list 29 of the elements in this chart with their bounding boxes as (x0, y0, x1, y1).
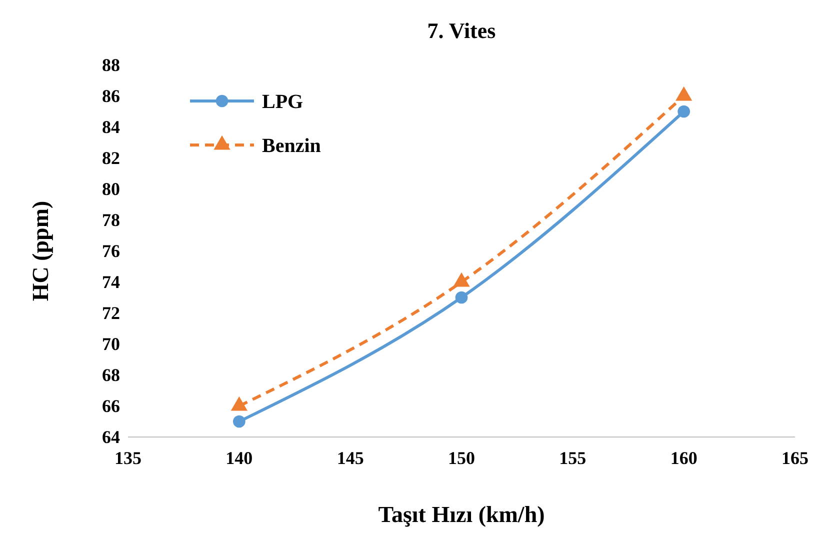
point (453, 272, 470, 287)
x-tick-label: 150 (448, 448, 475, 468)
y-axis-title: HC (ppm) (28, 200, 53, 302)
x-axis-title: Taşıt Hızı (km/h) (378, 502, 545, 527)
point (455, 291, 468, 304)
y-tick-label: 76 (102, 240, 120, 261)
legend-label: LPG (262, 91, 304, 113)
point (232, 415, 246, 428)
y-tick-label: 74 (102, 272, 120, 292)
y-tick-label: 70 (102, 334, 120, 354)
x-tick-label: 160 (670, 448, 698, 468)
y-tick-label: 84 (102, 116, 120, 137)
y-tick-label: 88 (102, 54, 120, 75)
y-tick-label: 68 (102, 364, 120, 385)
x-tick-label: 135 (114, 448, 142, 468)
y-tick-label: 80 (102, 178, 120, 199)
x-tick-label: 140 (226, 448, 253, 468)
legend-label: Benzin (262, 135, 321, 157)
chart-title: 7. Vites (427, 18, 496, 43)
y-tick-label: 82 (102, 148, 120, 168)
x-tick-label: 145 (336, 448, 364, 468)
y-tick-label: 64 (102, 426, 120, 447)
x-tick-label: 165 (782, 448, 808, 468)
x-tick-label: 155 (559, 448, 586, 468)
y-tick-label: 86 (102, 86, 120, 106)
point (676, 86, 692, 101)
y-tick-label: 78 (102, 210, 120, 230)
y-tick-label: 66 (102, 396, 120, 416)
y-tick-label: 72 (102, 302, 120, 323)
